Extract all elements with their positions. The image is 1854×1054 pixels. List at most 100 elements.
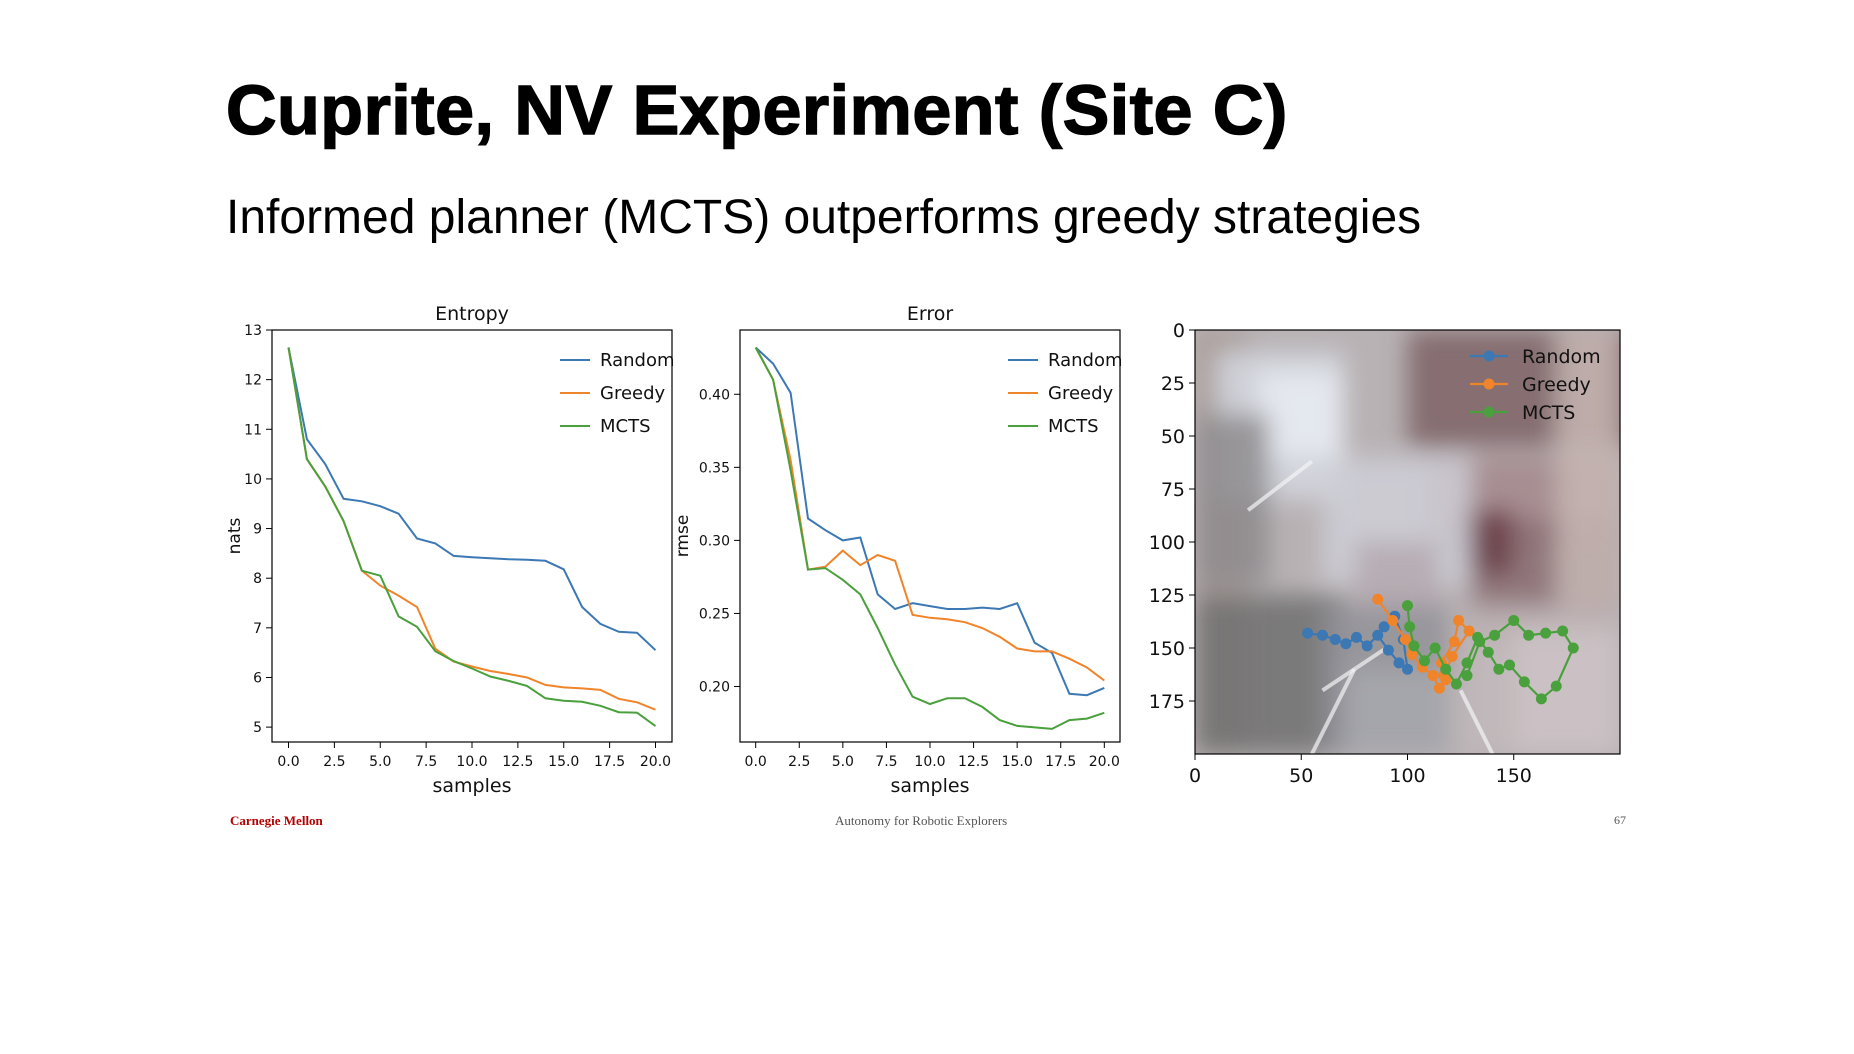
y-tick-label: 0.25 — [699, 606, 730, 622]
series-line-mcts — [287, 347, 657, 727]
y-tick-label: 6 — [253, 670, 262, 686]
terrain-patch — [1513, 626, 1620, 754]
path-point-mcts — [1404, 621, 1416, 633]
path-point-mcts — [1429, 642, 1441, 654]
legend-marker-random — [1483, 350, 1495, 362]
y-tick-label: 0.40 — [699, 387, 730, 403]
path-point-mcts — [1518, 676, 1530, 688]
slide-title: Cuprite, NV Experiment (Site C) — [225, 70, 1288, 150]
path-point-greedy — [1387, 614, 1399, 626]
path-point-random — [1317, 629, 1328, 641]
terrain-patch — [1195, 595, 1344, 754]
path-point-greedy — [1406, 648, 1418, 660]
x-axis-label: samples — [433, 775, 512, 797]
chart-title: Error — [907, 303, 954, 325]
legend-label-mcts: MCTS — [1048, 416, 1099, 437]
terrain-streak — [1246, 459, 1314, 512]
y-tick-label: 0.30 — [699, 533, 730, 549]
x-tick-label: 7.5 — [415, 754, 437, 770]
terrain-streak — [1321, 646, 1388, 693]
legend-label-greedy: Greedy — [1522, 374, 1591, 396]
terrain-patch — [1195, 414, 1270, 585]
y-tick-label: 100 — [1149, 532, 1185, 554]
x-tick-label: 10.0 — [456, 754, 487, 770]
path-point-random — [1372, 629, 1384, 641]
path-point-mcts — [1402, 600, 1413, 612]
footer-institution: Carnegie Mellon — [230, 813, 323, 828]
legend-marker-mcts — [1483, 406, 1495, 418]
path-point-mcts — [1493, 663, 1505, 675]
path-point-mcts — [1508, 614, 1520, 626]
path-point-random — [1361, 640, 1373, 652]
x-tick-label: 0.0 — [745, 754, 767, 770]
y-tick-label: 75 — [1161, 479, 1185, 501]
path-point-mcts — [1567, 642, 1579, 654]
path-point-mcts — [1504, 659, 1515, 671]
path-map-chart: 0 50 100 150 0 25 50 75 100 125 150 175 Random Greedy… — [1149, 320, 1621, 787]
x-tick-label: 50 — [1289, 765, 1313, 787]
y-tick-label: 50 — [1161, 426, 1185, 448]
legend-label-mcts: MCTS — [1522, 402, 1575, 424]
legend-label-mcts: MCTS — [600, 416, 651, 437]
x-tick-label: 12.5 — [958, 754, 989, 770]
x-tick-label: 5.0 — [369, 754, 391, 770]
path-point-mcts — [1474, 636, 1486, 648]
x-tick-label: 150 — [1496, 765, 1532, 787]
y-tick-label: 13 — [244, 323, 262, 339]
x-tick-label: 5.0 — [832, 754, 854, 770]
x-axis-label: samples — [891, 775, 970, 797]
entropy-chart: Entropy 0.0 2.5 5.0 7.5 10.0 12.5 15.0 17.5 20.0 5… — [225, 303, 675, 797]
y-tick-label: 0.35 — [699, 460, 730, 476]
series-line-random — [755, 346, 1105, 697]
path-point-greedy — [1433, 682, 1445, 694]
path-point-random — [1340, 638, 1352, 650]
plot-frame — [739, 329, 1121, 743]
x-tick-label: 12.5 — [502, 754, 533, 770]
x-tick-label: 10.0 — [914, 754, 945, 770]
y-axis-label: nats — [225, 518, 245, 555]
terrain-patch — [1258, 372, 1344, 458]
y-tick-label: 10 — [244, 472, 262, 488]
terrain-streak — [1458, 689, 1495, 754]
path-point-mcts — [1450, 678, 1462, 690]
map-terrain — [1195, 330, 1620, 754]
chart-title: Entropy — [435, 303, 509, 325]
path-point-mcts — [1419, 655, 1430, 667]
y-axis-label: rmse — [673, 515, 693, 558]
path-point-mcts — [1523, 629, 1535, 641]
path-point-random — [1382, 644, 1394, 656]
path-point-random — [1393, 657, 1405, 669]
path-point-random — [1351, 631, 1362, 643]
x-tick-label: 20.0 — [1089, 754, 1120, 770]
x-tick-label: 17.5 — [1045, 754, 1076, 770]
y-tick-label: 175 — [1149, 691, 1185, 713]
path-point-mcts — [1557, 625, 1569, 637]
slide-subtitle: Informed planner (MCTS) outperforms gree… — [226, 191, 1422, 244]
error-chart: Error 0.0 2.5 5.0 7.5 10.0 12.5 15.0 17.5 20.0 0.2… — [673, 303, 1123, 797]
x-tick-label: 0.0 — [277, 754, 299, 770]
map-background-image — [1195, 330, 1620, 754]
path-point-random — [1402, 663, 1413, 675]
path-point-greedy — [1463, 625, 1475, 637]
legend-marker-greedy — [1483, 378, 1495, 390]
path-point-mcts — [1461, 670, 1473, 682]
footer-course: Autonomy for Robotic Explorers — [835, 813, 1008, 828]
legend-label-greedy: Greedy — [1048, 383, 1114, 404]
legend-label-random: Random — [1048, 350, 1123, 371]
path-point-greedy — [1372, 593, 1384, 605]
y-tick-label: 12 — [244, 373, 262, 389]
y-tick-label: 0 — [1173, 320, 1185, 342]
y-tick-label: 5 — [253, 720, 262, 736]
y-tick-label: 25 — [1161, 373, 1185, 395]
path-point-mcts — [1408, 640, 1420, 652]
y-tick-label: 0.20 — [699, 679, 730, 695]
x-tick-label: 100 — [1389, 765, 1425, 787]
y-tick-label: 7 — [253, 621, 262, 637]
path-point-mcts — [1489, 629, 1501, 641]
path-point-greedy — [1453, 614, 1464, 626]
path-point-random — [1329, 634, 1341, 646]
path-point-mcts — [1461, 657, 1473, 669]
x-tick-label: 2.5 — [323, 754, 345, 770]
path-point-greedy — [1446, 650, 1458, 662]
series-line-random — [287, 347, 657, 651]
